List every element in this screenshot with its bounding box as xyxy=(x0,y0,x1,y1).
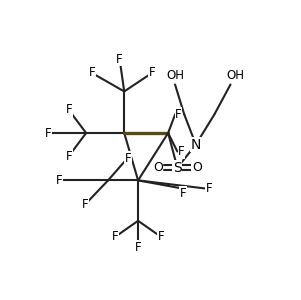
Text: O: O xyxy=(153,161,163,174)
Text: O: O xyxy=(192,161,202,174)
Text: F: F xyxy=(116,52,123,66)
Text: F: F xyxy=(178,145,185,158)
Text: F: F xyxy=(56,174,63,187)
Text: F: F xyxy=(66,103,72,116)
Text: N: N xyxy=(191,138,201,152)
Text: F: F xyxy=(88,67,95,80)
Text: OH: OH xyxy=(166,69,184,82)
Text: F: F xyxy=(45,127,51,140)
Text: OH: OH xyxy=(226,69,244,82)
Text: F: F xyxy=(149,67,155,80)
Text: F: F xyxy=(66,150,72,163)
Text: F: F xyxy=(206,182,213,195)
Text: F: F xyxy=(180,187,186,200)
Text: F: F xyxy=(135,241,141,254)
Text: F: F xyxy=(112,230,118,244)
Text: F: F xyxy=(124,152,131,165)
Text: S: S xyxy=(173,161,182,175)
Text: F: F xyxy=(158,230,165,244)
Text: F: F xyxy=(82,198,88,211)
Text: F: F xyxy=(175,108,182,121)
